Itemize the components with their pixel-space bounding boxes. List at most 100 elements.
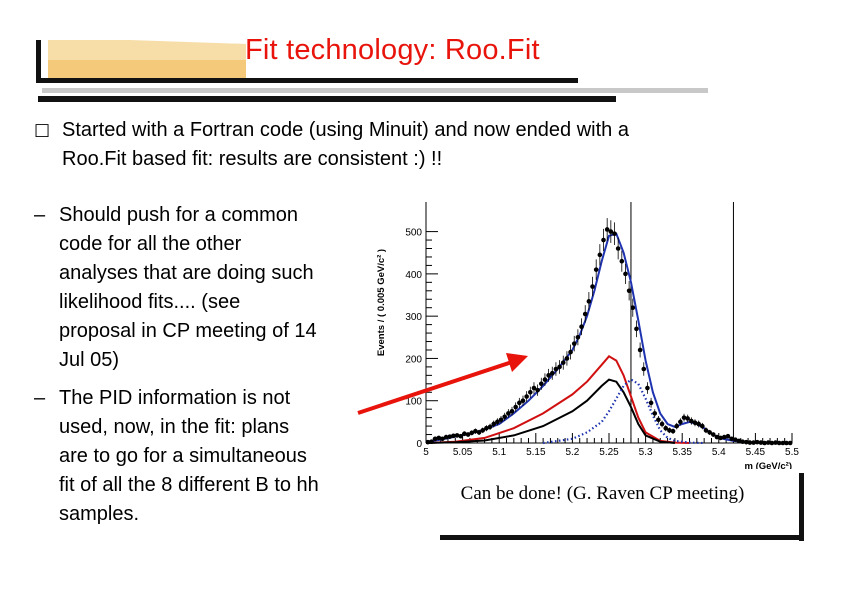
data-point [535,387,540,393]
sub-bullet-2-line-3: are to go for a simultaneous [59,445,307,467]
data-point [546,373,551,378]
sub-bullet-1-line-6: Jul 05) [59,349,120,371]
mass-fit-plot: 0 100 200 300 400 500 5 5.05 5.1 5.15 5.2 5.25 5.3 5.… [376,202,799,470]
data-point [663,425,669,431]
sub-bullet-2-line-2: used, now, in the fit: plans [59,416,290,438]
data-point [560,360,566,365]
data-point [440,436,445,442]
data-point [652,411,658,416]
data-point [469,430,475,436]
title-decoration [36,40,708,102]
caption-box-frame [406,469,804,541]
data-point [575,334,581,340]
data-point [542,377,548,382]
data-point [718,435,723,441]
data-point [747,440,753,445]
data-point [634,326,639,332]
y-tick-label: 300 [405,312,422,323]
data-point [751,440,756,445]
data-point [586,299,592,304]
data-point [465,432,471,437]
data-point [502,414,507,420]
data-point [656,417,661,423]
data-point [582,311,588,317]
sub-bullet-1-symbol: – [34,204,46,226]
y-axis-label: Events / ( 0.005 GeV/c² ) [376,249,387,356]
data-point [447,434,453,439]
data-point [498,417,504,423]
x-tick-label: 5.3 [639,447,653,458]
bullet-1-line-1: Started with a Fortran code (using Minui… [62,119,629,141]
data-point [725,433,731,439]
data-point [473,428,478,434]
data-point [758,440,764,445]
x-tick-label: 5.4 [712,447,726,458]
data-point [564,356,570,361]
y-tick-label: 100 [405,397,422,408]
data-point [443,434,449,440]
data-point [462,431,467,436]
sub-bullet-2-line-4: fit of all the 8 different B to hh [59,474,319,496]
x-tick-label: 5.15 [526,447,546,458]
data-point [557,364,562,370]
data-point [787,440,793,446]
page-title: Fit technology: Roo.Fit [245,34,540,66]
data-point [604,227,610,232]
data-point [637,347,643,353]
data-point [528,389,533,395]
data-point [429,439,434,445]
data-point [553,366,559,372]
data-point [685,416,690,421]
data-point [743,439,749,445]
data-point [571,341,577,346]
y-tick-label: 500 [405,228,422,239]
data-point [619,258,625,264]
data-point [700,423,705,429]
data-point [593,267,599,272]
data-point [484,425,489,431]
data-point [740,439,745,445]
data-point [776,440,782,446]
data-point [615,246,621,251]
data-point [608,229,614,234]
data-point [601,237,606,243]
fit-curve-3 [542,378,705,445]
data-point [517,400,522,406]
data-point [689,418,694,424]
data-point [612,231,617,237]
sub-bullet-1-line-5: proposal in CP meeting of 14 [59,320,317,342]
divider-bar [38,96,616,102]
data-point [590,284,595,289]
x-tick-label: 5.2 [565,447,579,458]
data-point [476,430,482,435]
data-point [678,419,683,425]
data-point [732,437,738,442]
sub-bullet-2-line-1: The PID information is not [59,387,291,409]
y-tick-label: 400 [405,270,422,281]
x-tick-label: 5.35 [672,447,692,458]
data-point [696,421,701,427]
fit-curve-1 [425,355,690,444]
caption-box: Can be done! (G. Raven CP meeting) [406,469,804,541]
data-point [626,288,632,294]
data-point [630,305,636,311]
x-tick-label: 5.1 [492,447,506,458]
data-point [769,440,775,446]
sub-bullet-1-line-1: Should push for a common [59,204,299,226]
data-point [711,432,716,437]
data-point [495,419,500,425]
data-point [765,440,771,445]
data-point [667,428,672,433]
x-tick-label: 5.25 [599,447,619,458]
data-point [432,436,438,442]
x-tick-label: 5.45 [746,447,766,458]
sub-bullet-1-line-2: code for all the other [59,233,242,255]
data-point [773,440,778,445]
data-point [487,424,493,430]
data-point [480,428,486,433]
data-point [692,420,698,426]
data-point [648,400,654,406]
data-point [520,398,526,404]
data-point [513,404,518,410]
data-point [458,433,464,439]
